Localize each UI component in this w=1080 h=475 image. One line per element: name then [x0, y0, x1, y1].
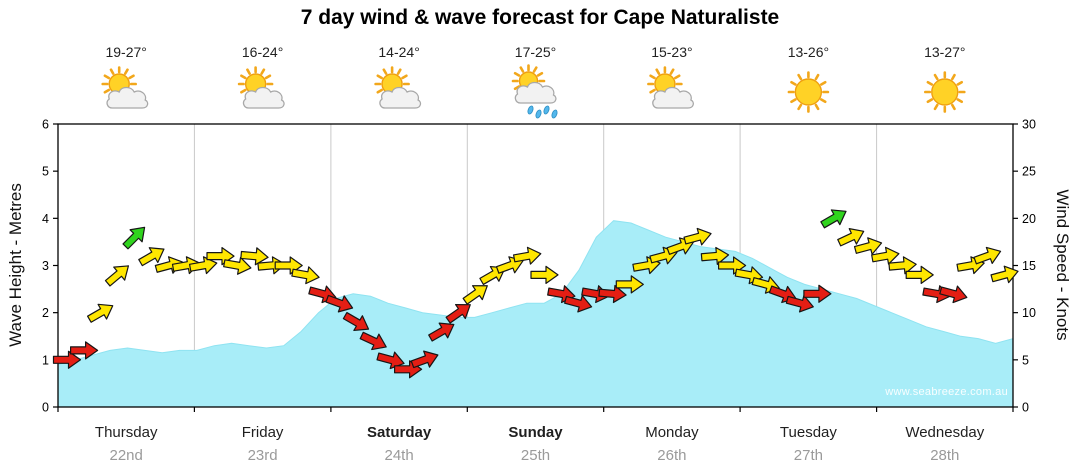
day-temp: 14-24° [378, 44, 419, 60]
wind-arrow [410, 350, 439, 369]
weather-icon-partly-cloudy [101, 66, 149, 109]
wind-arrow [428, 322, 455, 342]
weather-icon-partly-cloudy [237, 66, 285, 109]
wind-arrow [188, 256, 218, 275]
wind-arrow [445, 303, 471, 324]
wind-arrow [973, 246, 1002, 265]
wind-arrow [69, 341, 99, 360]
day-temp: 19-27° [105, 44, 146, 60]
raindrop-icon [551, 109, 558, 119]
raindrop-icon [527, 105, 534, 115]
wind-arrow [223, 256, 252, 275]
sun-icon [923, 71, 966, 113]
day-name-label: Friday [242, 424, 284, 441]
wave-axis-tick: 3 [42, 259, 49, 273]
wind-arrow [104, 265, 130, 287]
wind-arrow [683, 227, 712, 246]
day-name-label: Monday [645, 424, 699, 441]
wind-arrow [325, 294, 354, 313]
knot-axis-tick: 5 [1022, 353, 1029, 367]
watermark: www.seabreeze.com.au [885, 386, 1008, 398]
day-date-label: 26th [657, 447, 686, 464]
day-temp: 16-24° [242, 44, 283, 60]
cloud-icon [242, 86, 285, 109]
wind-arrow [530, 265, 559, 284]
weather-icon-sunny [923, 71, 966, 113]
wind-arrow [615, 275, 644, 294]
knot-axis-tick: 15 [1022, 259, 1036, 273]
wave-axis-tick: 6 [42, 118, 49, 132]
wind-arrow [512, 246, 542, 265]
wind-arrow [86, 303, 114, 323]
day-temp: 15-23° [651, 44, 692, 60]
day-date-label: 25th [521, 447, 550, 464]
cloud-icon [106, 86, 149, 109]
wind-arrow [122, 226, 146, 250]
wind-arrow [138, 247, 165, 267]
day-date-label: 23rd [248, 447, 278, 464]
wind-arrow [785, 294, 814, 313]
wave-axis-tick: 2 [42, 306, 49, 320]
cloud-icon [514, 81, 557, 104]
raindrop-icon [543, 105, 550, 115]
raindrop-icon [535, 109, 542, 119]
day-name-label: Wednesday [905, 424, 984, 441]
wave-axis-tick: 5 [42, 165, 49, 179]
wave-axis-tick: 4 [42, 212, 49, 226]
knot-axis-tick: 0 [1022, 401, 1029, 415]
day-name-label: Tuesday [780, 424, 837, 441]
day-date-label: 28th [930, 447, 959, 464]
day-date-label: 22nd [110, 447, 143, 464]
wind-arrow [837, 228, 865, 247]
wind-arrow [598, 284, 627, 304]
wind-arrow [564, 294, 593, 313]
knot-axis-tick: 30 [1022, 118, 1036, 132]
wind-arrow [359, 331, 387, 351]
cloud-icon [652, 86, 694, 109]
day-temp: 13-27° [924, 44, 965, 60]
wind-arrow [240, 247, 269, 266]
wind-arrow [342, 311, 370, 332]
wind-arrow [905, 265, 934, 284]
weather-icon-sunny [787, 71, 830, 113]
day-temp: 13-26° [788, 44, 829, 60]
wind-arrow [853, 237, 883, 255]
day-name-label: Thursday [95, 424, 158, 441]
wind-arrow [990, 265, 1019, 284]
knot-axis-tick: 10 [1022, 306, 1036, 320]
sun-icon [787, 71, 830, 113]
weather-icon-rain [511, 64, 558, 119]
day-date-label: 24th [384, 447, 413, 464]
weather-icon-partly-cloudy [647, 66, 694, 109]
wind-arrow [291, 266, 320, 285]
day-date-label: 27th [794, 447, 823, 464]
cloud-icon [379, 86, 422, 109]
day-temp: 17-25° [515, 44, 556, 60]
wind-arrow [888, 256, 917, 275]
chart-title: 7 day wind & wave forecast for Cape Natu… [300, 6, 780, 29]
wind-arrow [52, 350, 82, 369]
wind-arrow [939, 285, 968, 304]
wave-axis-tick: 0 [42, 401, 49, 415]
wave-axis-tick: 1 [42, 353, 49, 367]
day-name-label: Sunday [508, 424, 563, 441]
knot-axis-tick: 20 [1022, 212, 1036, 226]
wind-arrow [871, 246, 900, 265]
knot-axis-tick: 25 [1022, 165, 1036, 179]
wind-arrow [462, 285, 488, 305]
wind-arrow [820, 209, 847, 229]
wave-area [57, 220, 1014, 408]
wind-arrow [803, 284, 832, 303]
weather-icon-partly-cloudy [374, 66, 422, 109]
wind-arrow [700, 246, 730, 265]
day-name-label: Saturday [367, 424, 432, 441]
